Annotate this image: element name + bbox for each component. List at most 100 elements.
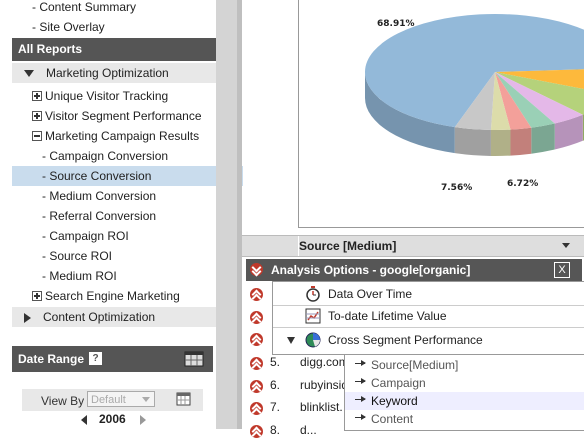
row-expand-button[interactable] bbox=[250, 380, 263, 393]
pie-slice bbox=[454, 72, 495, 130]
submenu-item-content[interactable]: Content bbox=[345, 410, 584, 428]
expanded-arrow-icon bbox=[287, 337, 295, 344]
pie-slice-side bbox=[510, 127, 532, 156]
nav-marketing-campaign-results[interactable]: Marketing Campaign Results bbox=[12, 126, 233, 146]
pie-slice bbox=[495, 72, 583, 124]
nav-marketing-optimization[interactable]: Marketing Optimization bbox=[12, 63, 225, 83]
date-range-title: Date Range bbox=[18, 352, 85, 366]
sort-arrow-icon[interactable] bbox=[562, 243, 570, 248]
nav-label: Search Engine Marketing bbox=[45, 289, 180, 303]
nav-campaign-roi[interactable]: - Campaign ROI bbox=[42, 229, 129, 243]
nav-source-conversion[interactable]: - Source Conversion bbox=[12, 166, 243, 186]
pie-chart-panel: 68.91% 7.56% 6.72% bbox=[298, 0, 584, 228]
row-expand-button[interactable] bbox=[250, 311, 263, 324]
analysis-options-title: Analysis Options - google[organic] bbox=[271, 263, 471, 277]
expand-plus-icon[interactable] bbox=[32, 90, 42, 101]
collapsed-arrow-icon bbox=[24, 312, 31, 323]
close-icon[interactable]: X bbox=[554, 262, 570, 278]
menu-label: Data Over Time bbox=[328, 287, 413, 301]
menu-label: To-date Lifetime Value bbox=[328, 309, 447, 323]
pie-slice-side bbox=[454, 127, 491, 156]
expand-plus-icon[interactable] bbox=[32, 110, 42, 121]
pie-slice-side bbox=[490, 129, 511, 156]
nav-content-summary[interactable]: - Content Summary bbox=[32, 0, 137, 14]
table-header: Source [Medium] bbox=[242, 235, 584, 257]
nav-source-roi[interactable]: - Source ROI bbox=[42, 249, 113, 263]
year-value: 2006 bbox=[99, 412, 126, 426]
pie-label-largest: 68.91% bbox=[377, 19, 415, 29]
nav-site-overlay[interactable]: - Site Overlay bbox=[32, 20, 105, 34]
calendar-icon[interactable] bbox=[176, 392, 192, 407]
submenu-label: Source[Medium] bbox=[371, 358, 459, 372]
collapse-analysis-button[interactable] bbox=[250, 263, 263, 276]
view-by-value: Default bbox=[91, 394, 126, 406]
view-by-bar: View By Default bbox=[22, 389, 203, 411]
nav-unique-visitor-tracking[interactable]: Unique Visitor Tracking bbox=[12, 86, 233, 106]
submenu-label: Content bbox=[371, 412, 414, 426]
nav-referral-conversion[interactable]: - Referral Conversion bbox=[42, 209, 157, 223]
pie-slice bbox=[495, 72, 555, 128]
arrow-right-icon bbox=[355, 360, 366, 366]
nav-label: Visitor Segment Performance bbox=[45, 109, 202, 123]
nav-medium-roi[interactable]: - Medium ROI bbox=[42, 269, 117, 283]
stopwatch-icon bbox=[306, 286, 320, 302]
calendar-table-icon[interactable] bbox=[184, 350, 204, 367]
row-number: 5. bbox=[270, 355, 281, 369]
dropdown-arrow-icon bbox=[142, 397, 150, 402]
row-source[interactable]: rubyinside bbox=[300, 378, 355, 392]
row-expand-button[interactable] bbox=[250, 288, 263, 301]
column-header-source-medium[interactable]: Source [Medium] bbox=[299, 239, 397, 253]
arrow-right-icon bbox=[355, 414, 366, 420]
row-expand-button[interactable] bbox=[250, 425, 263, 438]
expand-plus-icon[interactable] bbox=[32, 290, 42, 301]
pie-segment-icon bbox=[305, 332, 321, 348]
row-number: 7. bbox=[270, 400, 281, 414]
menu-item-data-over-time[interactable]: Data Over Time bbox=[273, 283, 584, 306]
submenu-label: Campaign bbox=[371, 376, 426, 390]
pie-label-orange: 7.56% bbox=[441, 183, 473, 193]
nav-content-optimization[interactable]: Content Optimization bbox=[12, 307, 225, 327]
submenu-item-source-medium[interactable]: Source[Medium] bbox=[345, 356, 584, 374]
expand-arrow-icon bbox=[24, 70, 34, 78]
divider-edge bbox=[237, 0, 242, 429]
nav-label: Marketing Campaign Results bbox=[45, 129, 200, 143]
row-expand-button[interactable] bbox=[250, 357, 263, 370]
submenu-label: Keyword bbox=[371, 394, 418, 408]
menu-item-lifetime-value[interactable]: To-date Lifetime Value bbox=[273, 305, 584, 328]
date-range-header: Date Range ? bbox=[12, 346, 213, 372]
nav-medium-conversion[interactable]: - Medium Conversion bbox=[42, 189, 157, 203]
nav-visitor-segment-performance[interactable]: Visitor Segment Performance bbox=[12, 106, 233, 126]
row-source[interactable]: blinklist. bbox=[300, 400, 343, 414]
nav-label: Marketing Optimization bbox=[46, 66, 169, 80]
pie-slice-side bbox=[531, 123, 555, 154]
nav-label: Content Optimization bbox=[43, 310, 156, 324]
pie-slice-side bbox=[554, 114, 583, 150]
nav-campaign-conversion[interactable]: - Campaign Conversion bbox=[42, 149, 169, 163]
chart-line-icon bbox=[305, 308, 321, 324]
row-source[interactable]: d... bbox=[300, 423, 317, 437]
cross-segment-submenu: Source[Medium] Campaign Keyword Content bbox=[344, 354, 584, 431]
arrow-right-icon bbox=[355, 378, 366, 384]
prev-year-arrow-icon[interactable] bbox=[81, 415, 87, 425]
help-icon[interactable]: ? bbox=[89, 352, 102, 365]
collapse-minus-icon[interactable] bbox=[32, 130, 42, 141]
next-year-arrow-icon[interactable] bbox=[140, 415, 146, 425]
submenu-item-campaign[interactable]: Campaign bbox=[345, 374, 584, 392]
pie-slice bbox=[365, 14, 584, 128]
menu-label: Cross Segment Performance bbox=[328, 333, 483, 347]
all-reports-header[interactable]: All Reports bbox=[12, 38, 219, 61]
pie-slice-side bbox=[365, 72, 455, 154]
menu-item-cross-segment[interactable]: Cross Segment Performance bbox=[273, 329, 584, 351]
row-number: 6. bbox=[270, 378, 281, 392]
row-expand-button[interactable] bbox=[250, 333, 263, 346]
nav-label: Unique Visitor Tracking bbox=[45, 89, 169, 103]
row-number: 8. bbox=[270, 423, 281, 437]
analysis-options-header: Analysis Options - google[organic] X bbox=[246, 259, 582, 281]
pie-label-green: 6.72% bbox=[507, 179, 539, 189]
view-by-select[interactable]: Default bbox=[87, 391, 155, 407]
submenu-item-keyword[interactable]: Keyword bbox=[345, 392, 584, 410]
row-source[interactable]: digg.com bbox=[300, 355, 349, 369]
view-by-label: View By bbox=[41, 394, 85, 408]
nav-search-engine-marketing[interactable]: Search Engine Marketing bbox=[12, 286, 233, 306]
row-expand-button[interactable] bbox=[250, 402, 263, 415]
